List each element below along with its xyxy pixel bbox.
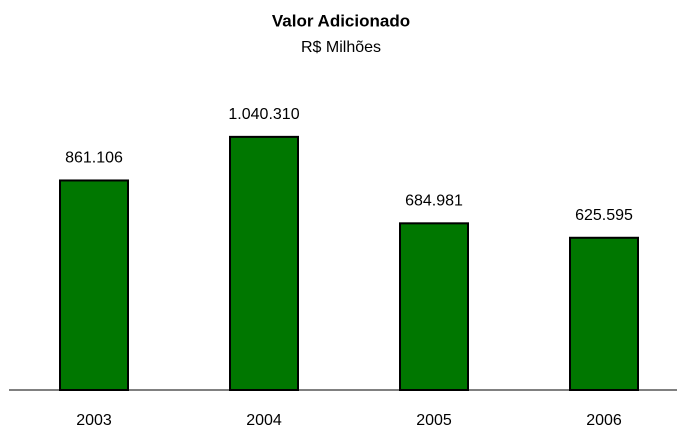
value-label: 861.106 xyxy=(65,150,123,167)
value-label: 625.595 xyxy=(575,207,633,224)
bar xyxy=(399,222,469,391)
x-tick-label: 2005 xyxy=(416,412,452,429)
bar xyxy=(59,179,129,391)
x-tick-label: 2006 xyxy=(586,412,622,429)
chart-title: Valor Adicionado xyxy=(272,11,410,30)
x-tick-label: 2004 xyxy=(246,412,282,429)
value-label: 684.981 xyxy=(405,193,463,210)
bar xyxy=(569,236,639,391)
value-label: 1.040.310 xyxy=(228,106,299,123)
x-tick-label: 2003 xyxy=(76,412,112,429)
chart-subtitle: R$ Milhões xyxy=(301,39,381,56)
bar xyxy=(229,135,299,391)
